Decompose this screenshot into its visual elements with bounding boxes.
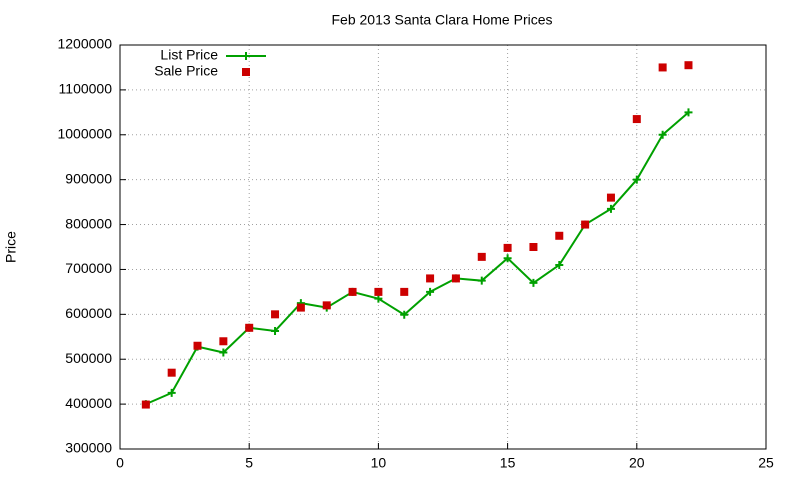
point — [400, 310, 409, 319]
point — [477, 276, 486, 285]
point — [426, 287, 435, 296]
point — [167, 388, 176, 397]
point — [322, 301, 331, 310]
y-tick-label: 400000 — [65, 395, 112, 411]
point — [219, 348, 228, 357]
point — [684, 61, 693, 70]
point — [529, 278, 538, 287]
point — [632, 115, 641, 124]
point — [374, 287, 383, 296]
y-tick-label: 1200000 — [57, 36, 112, 52]
x-tick-label: 20 — [629, 455, 645, 471]
point — [658, 130, 667, 139]
y-tick-label: 1000000 — [57, 125, 112, 141]
point — [684, 108, 693, 117]
point — [296, 303, 305, 312]
y-tick-label: 600000 — [65, 305, 112, 321]
y-tick-label: 800000 — [65, 215, 112, 231]
x-tick-label: 5 — [245, 455, 253, 471]
y-axis-label: Price — [3, 231, 19, 263]
point — [245, 323, 254, 332]
point — [167, 368, 176, 377]
point — [606, 193, 615, 202]
point — [141, 400, 150, 409]
point — [606, 204, 615, 213]
point — [581, 220, 590, 229]
series-line — [145, 111, 690, 406]
y-tick-label: 900000 — [65, 170, 112, 186]
point — [503, 243, 512, 252]
y-tick-label: 500000 — [65, 350, 112, 366]
y-tick-label: 1100000 — [59, 81, 113, 97]
point — [219, 337, 228, 346]
legend-label: Sale Price — [154, 63, 218, 79]
point — [658, 63, 667, 72]
x-tick-label: 15 — [500, 455, 516, 471]
y-tick-label: 300000 — [65, 440, 112, 456]
point — [193, 341, 202, 350]
legend-marker — [242, 52, 250, 60]
point — [503, 254, 512, 263]
point — [348, 287, 357, 296]
point — [271, 326, 280, 335]
x-tick-label: 25 — [758, 455, 774, 471]
point — [374, 294, 383, 303]
point — [271, 310, 280, 319]
plot-frame — [119, 44, 767, 450]
point — [451, 274, 460, 283]
y-tick-label: 700000 — [65, 260, 112, 276]
x-tick-label: 10 — [371, 455, 387, 471]
legend-label: List Price — [160, 47, 218, 63]
legend-marker — [242, 68, 250, 76]
point — [632, 175, 641, 184]
point — [529, 243, 538, 251]
point — [477, 252, 486, 261]
point — [426, 274, 435, 283]
point — [555, 231, 564, 240]
chart-title: Feb 2013 Santa Clara Home Prices — [332, 12, 553, 28]
x-tick-label: 0 — [116, 455, 124, 471]
point — [400, 287, 409, 296]
point — [555, 260, 564, 269]
